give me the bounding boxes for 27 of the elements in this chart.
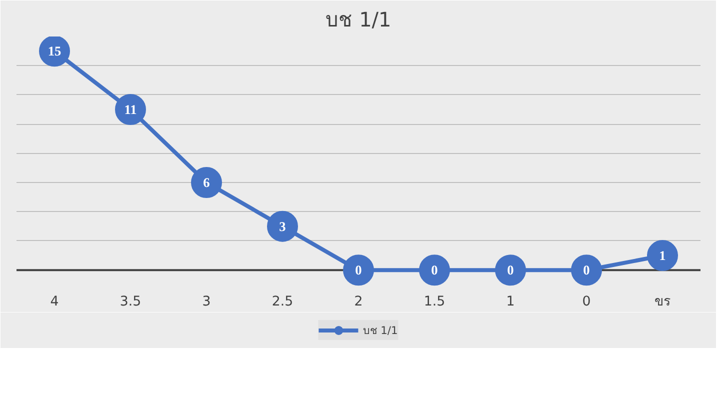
point	[571, 254, 602, 286]
x-tick-label: 1.5	[424, 294, 446, 310]
point	[495, 254, 526, 286]
point	[343, 254, 374, 286]
x-tick-label: 2.5	[272, 294, 294, 310]
legend-label: บช 1/1	[363, 322, 398, 338]
x-tick-label: 0	[582, 294, 591, 310]
x-tick-label: 4	[50, 294, 59, 310]
data-label: 15	[48, 44, 62, 59]
point	[419, 254, 450, 286]
data-label: 1	[659, 248, 666, 264]
data-label: 0	[507, 262, 514, 278]
point	[647, 240, 678, 272]
data-label: 3	[279, 218, 286, 234]
point	[267, 210, 298, 242]
data-label: 0	[355, 262, 362, 278]
x-tick-label: 3	[202, 294, 211, 310]
x-tick-label: 1	[506, 294, 515, 310]
x-tick-label: 2	[354, 294, 363, 310]
chart-title: บช 1/1	[326, 8, 392, 32]
x-tick-label: 3.5	[120, 294, 142, 310]
data-label: 6	[203, 175, 210, 190]
data-label: 0	[583, 262, 590, 278]
point	[191, 167, 222, 198]
data-label: 11	[124, 102, 137, 118]
x-tick-label: ขร	[654, 294, 670, 310]
data-label: 0	[431, 262, 438, 278]
